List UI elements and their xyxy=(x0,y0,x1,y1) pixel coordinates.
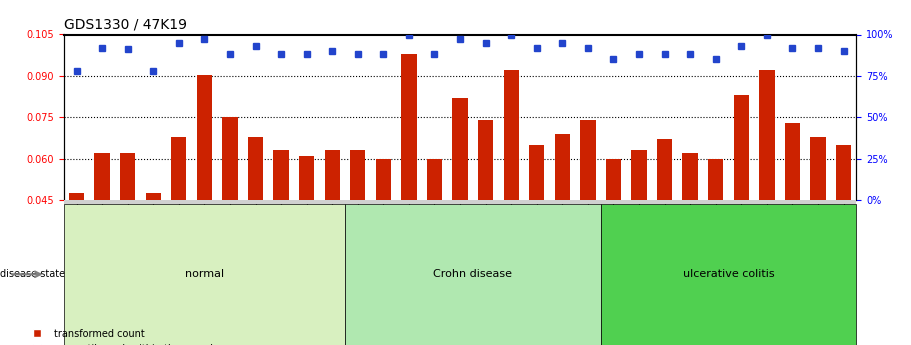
Text: ulcerative colitis: ulcerative colitis xyxy=(682,269,774,279)
Bar xyxy=(69,193,84,324)
Bar xyxy=(708,159,723,324)
Bar xyxy=(606,159,621,324)
Bar xyxy=(375,159,391,324)
Bar xyxy=(657,139,672,324)
Bar xyxy=(350,150,365,324)
Text: GDS1330 / 47K19: GDS1330 / 47K19 xyxy=(64,18,187,32)
Bar xyxy=(197,75,212,324)
Text: normal: normal xyxy=(185,269,224,279)
Bar xyxy=(273,150,289,324)
Bar xyxy=(248,137,263,324)
FancyBboxPatch shape xyxy=(345,204,600,345)
Bar xyxy=(222,117,238,324)
FancyBboxPatch shape xyxy=(64,200,856,204)
Bar xyxy=(784,123,800,324)
Bar xyxy=(580,120,596,324)
Bar xyxy=(631,150,647,324)
Bar xyxy=(427,159,442,324)
Bar xyxy=(171,137,187,324)
Bar xyxy=(95,153,110,324)
Bar xyxy=(810,137,825,324)
Bar xyxy=(324,150,340,324)
Text: disease state: disease state xyxy=(0,269,65,279)
Bar xyxy=(759,70,774,324)
Bar xyxy=(529,145,545,324)
Legend: transformed count, percentile rank within the sample: transformed count, percentile rank withi… xyxy=(23,325,223,345)
Bar xyxy=(504,70,519,324)
Bar xyxy=(146,193,161,324)
Bar xyxy=(401,54,416,324)
Bar xyxy=(299,156,314,324)
Bar xyxy=(478,120,493,324)
Bar xyxy=(555,134,570,324)
Bar xyxy=(836,145,851,324)
FancyBboxPatch shape xyxy=(600,204,856,345)
Bar xyxy=(120,153,136,324)
Text: Crohn disease: Crohn disease xyxy=(434,269,512,279)
Bar xyxy=(453,98,467,324)
Bar xyxy=(733,95,749,324)
Bar xyxy=(682,153,698,324)
FancyBboxPatch shape xyxy=(64,204,345,345)
